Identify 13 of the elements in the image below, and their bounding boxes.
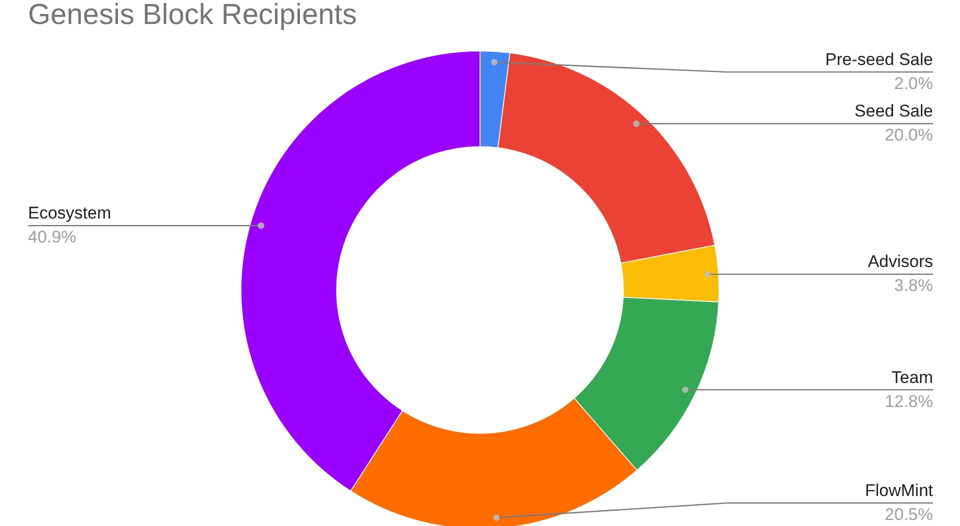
data-label: 40.9% xyxy=(28,228,76,247)
data-label: 20.5% xyxy=(884,505,933,524)
slice-label: Team xyxy=(891,368,933,387)
slice-label: Pre-seed Sale xyxy=(825,50,933,69)
data-label: 12.8% xyxy=(884,392,933,411)
data-label: 3.8% xyxy=(894,276,933,296)
data-label: 2.0% xyxy=(894,74,933,93)
slice-label: Advisors xyxy=(868,252,933,272)
chart-title: Genesis Block Recipients xyxy=(28,0,357,31)
slice-label: FlowMint xyxy=(864,481,934,500)
data-label: 20.0% xyxy=(884,126,933,145)
slice-label: Seed Sale xyxy=(854,102,933,121)
slice-label: Ecosystem xyxy=(28,204,112,223)
